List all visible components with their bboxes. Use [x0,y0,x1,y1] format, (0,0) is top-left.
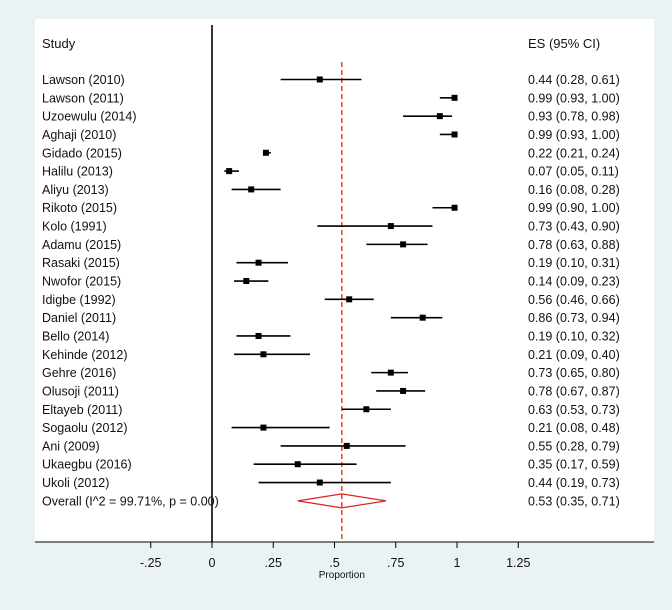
effect-size-text: 0.44 (0.28, 0.61) [528,73,620,87]
x-tick-label: 1.25 [506,556,530,570]
study-label: Olusoji (2011) [42,384,119,398]
study-label: Eltayeb (2011) [42,403,122,417]
x-tick-label: .5 [329,556,339,570]
point-estimate [260,351,267,358]
study-label: Adamu (2015) [42,238,121,252]
x-tick-label: 1 [454,556,461,570]
study-label: Nwofor (2015) [42,275,121,289]
effect-size-text: 0.19 (0.10, 0.31) [528,256,620,270]
point-estimate [255,332,262,339]
overall-diamond [297,493,387,509]
effect-size-text: 0.55 (0.28, 0.79) [528,439,620,453]
point-estimate [387,369,394,376]
study-label: Ukoli (2012) [42,476,109,490]
study-label: Rasaki (2015) [42,256,120,270]
point-estimate [316,479,323,486]
point-estimate [262,149,269,156]
effect-size-text: 0.35 (0.17, 0.59) [528,458,620,472]
point-estimate [400,241,407,248]
effect-size-text: 0.14 (0.09, 0.23) [528,275,620,289]
effect-size-text: 0.56 (0.46, 0.66) [528,293,620,307]
study-label: Daniel (2011) [42,311,116,325]
study-label: Gehre (2016) [42,366,116,380]
effect-size-text: 0.16 (0.08, 0.28) [528,183,620,197]
study-label: Bello (2014) [42,329,109,343]
point-estimate [255,259,262,266]
x-tick-label: .75 [387,556,404,570]
effect-size-text: 0.99 (0.93, 1.00) [528,128,620,142]
point-estimate [294,461,301,468]
study-label: Lawson (2010) [42,73,125,87]
study-label: Rikoto (2015) [42,201,117,215]
point-estimate [260,424,267,431]
effect-size-text: 0.63 (0.53, 0.73) [528,403,620,417]
effect-size-text: 0.78 (0.67, 0.87) [528,384,620,398]
point-estimate [346,296,353,303]
column-header-study: Study [42,36,76,51]
study-label: Lawson (2011) [42,91,124,105]
point-estimate [451,131,458,138]
effect-size-text: 0.86 (0.73, 0.94) [528,311,620,325]
effect-size-text: 0.93 (0.78, 0.98) [528,110,620,124]
point-estimate [451,94,458,101]
point-estimate [243,278,250,285]
study-label: Ani (2009) [42,439,100,453]
study-label: Aghaji (2010) [42,128,116,142]
point-estimate [419,314,426,321]
x-tick-label: 0 [209,556,216,570]
point-estimate [451,204,458,211]
effect-size-text: 0.21 (0.08, 0.48) [528,421,620,435]
study-label: Halilu (2013) [42,165,113,179]
effect-size-text: 0.07 (0.05, 0.11) [528,165,619,179]
point-estimate [226,168,233,175]
effect-size-text: 0.19 (0.10, 0.32) [528,329,620,343]
effect-size-text: 0.73 (0.43, 0.90) [528,220,620,234]
study-label: Kehinde (2012) [42,348,127,362]
effect-size-text: 0.99 (0.93, 1.00) [528,91,620,105]
effect-size-text: 0.22 (0.21, 0.24) [528,146,620,160]
point-estimate [343,442,350,449]
point-estimate [248,186,255,193]
study-label: Uzoewulu (2014) [42,110,137,124]
study-label: Ukaegbu (2016) [42,458,132,472]
effect-size-text: 0.99 (0.90, 1.00) [528,201,620,215]
x-tick-label: .25 [265,556,282,570]
x-axis-title: Proportion [319,570,365,581]
point-estimate [363,406,370,413]
point-estimate [436,113,443,120]
study-label: Idigbe (1992) [42,293,116,307]
column-header-estimate: ES (95% CI) [528,36,600,51]
overall-effect-size-text: 0.53 (0.35, 0.71) [528,494,620,508]
study-label: Aliyu (2013) [42,183,109,197]
point-estimate [400,387,407,394]
study-label: Sogaolu (2012) [42,421,127,435]
study-label: Gidado (2015) [42,146,122,160]
plot-panel [35,19,654,542]
point-estimate [387,223,394,230]
overall-label: Overall (I^2 = 99.71%, p = 0.00) [42,494,219,508]
effect-size-text: 0.78 (0.63, 0.88) [528,238,620,252]
effect-size-text: 0.21 (0.09, 0.40) [528,348,620,362]
x-tick-label: -.25 [140,556,162,570]
point-estimate [316,76,323,83]
effect-size-text: 0.73 (0.65, 0.80) [528,366,620,380]
effect-size-text: 0.44 (0.19, 0.73) [528,476,620,490]
study-label: Kolo (1991) [42,220,107,234]
